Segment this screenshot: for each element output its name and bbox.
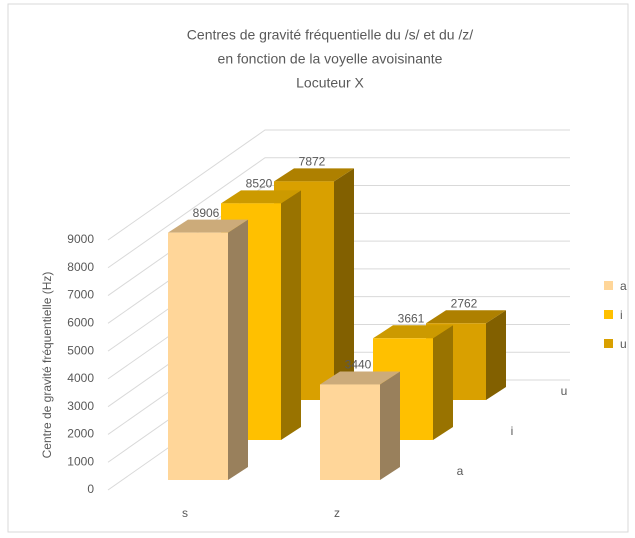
data-label: 8520 [246,177,273,191]
grid-line [107,157,570,269]
bar-side [228,219,248,480]
data-label: 8906 [193,206,220,220]
bar-top [221,190,301,204]
y-axis-label: Centre de gravité fréquentielle (Hz) [40,272,54,459]
y-tick-label: 6000 [67,316,94,330]
chart-title: Centres de gravité fréquentielle du /s/ … [187,27,473,43]
y-tick-label: 0 [87,482,94,496]
bar [168,232,228,480]
bar-side [380,371,400,480]
legend-label: a [620,279,627,293]
bar-side [433,325,453,440]
y-tick-label: 3000 [67,399,94,413]
bar [320,384,380,480]
grid-line [107,185,570,296]
bar-side [486,310,506,400]
chart-title: en fonction de la voyelle avoisinante [218,51,443,67]
y-tick-label: 9000 [67,232,94,246]
depth-label: i [511,424,514,438]
data-label: 3661 [398,311,425,325]
y-tick-label: 4000 [67,371,94,385]
bar-top [274,168,354,182]
data-label: 7872 [299,155,326,169]
depth-label: a [457,464,464,478]
y-tick-label: 8000 [67,260,94,274]
bar-side [281,190,301,440]
legend-swatch [604,310,613,319]
y-tick-label: 5000 [67,343,94,357]
chart-title: Locuteur X [296,75,364,91]
y-tick-label: 7000 [67,288,94,302]
legend-swatch [604,281,613,290]
data-label: 3440 [345,358,372,372]
bar-top [426,310,506,324]
grid-line [107,129,570,241]
depth-label: u [561,384,568,398]
legend-label: u [620,337,627,351]
x-tick-label: z [334,506,340,520]
bar-top [168,219,248,233]
bar-top [373,325,453,339]
y-tick-label: 1000 [67,454,94,468]
bar-top [320,371,400,385]
data-label: 2762 [451,296,478,310]
x-tick-label: s [182,506,188,520]
y-tick-label: 2000 [67,427,94,441]
legend-label: i [620,308,623,322]
legend-swatch [604,339,613,348]
bar-side [334,168,354,400]
